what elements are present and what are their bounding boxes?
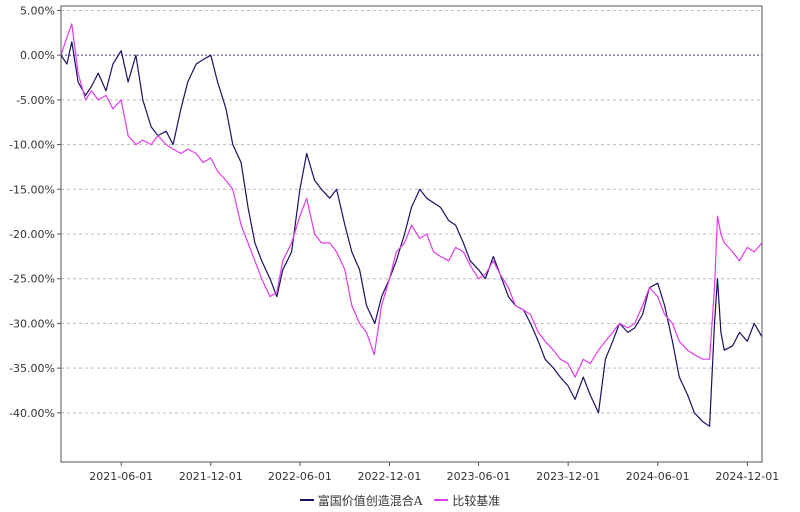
y-tick-label: -35.00%	[9, 362, 55, 375]
x-tick-label: 2021-12-01	[179, 470, 243, 483]
x-tick-label: 2024-06-01	[626, 470, 690, 483]
legend-item-benchmark: 比较基准	[434, 492, 500, 509]
x-tick-label: 2022-06-01	[268, 470, 332, 483]
y-tick-label: 5.00%	[20, 4, 55, 17]
x-tick-label: 2023-06-01	[447, 470, 511, 483]
legend-label-benchmark: 比较基准	[452, 493, 501, 508]
y-axis: 5.00% 0.00% -5.00% -10.00% -15.00% -20.00% -25…	[9, 4, 61, 420]
series-layer	[60, 23, 763, 427]
series-line-fund	[60, 41, 763, 427]
y-tick-label: -25.00%	[9, 273, 55, 286]
grid-lines	[61, 9, 762, 414]
y-tick-label: -10.00%	[9, 139, 55, 152]
y-tick-label: -30.00%	[9, 317, 55, 330]
x-tick-label: 2022-12-01	[358, 470, 422, 483]
series-line-benchmark	[60, 23, 763, 378]
y-tick-label: -40.00%	[9, 407, 55, 420]
legend: 富国价值创造混合A 比较基准	[0, 490, 800, 509]
legend-item-fund: 富国价值创造混合A	[299, 492, 423, 509]
x-tick-label: 2023-12-01	[536, 470, 600, 483]
y-tick-label: 0.00%	[20, 49, 55, 62]
x-tick-label: 2024-12-01	[715, 470, 779, 483]
legend-swatch-benchmark	[434, 499, 449, 501]
legend-label-fund: 富国价值创造混合A	[317, 493, 423, 508]
legend-swatch-fund	[299, 499, 314, 501]
x-axis: 2021-06-01 2021-12-01 2022-06-01 2022-12-01…	[89, 462, 779, 483]
y-tick-label: -15.00%	[9, 183, 55, 196]
x-tick-label: 2021-06-01	[89, 470, 153, 483]
y-tick-label: -5.00%	[16, 94, 55, 107]
y-tick-label: -20.00%	[9, 228, 55, 241]
line-chart: 5.00% 0.00% -5.00% -10.00% -15.00% -20.00% -25…	[9, 4, 779, 483]
